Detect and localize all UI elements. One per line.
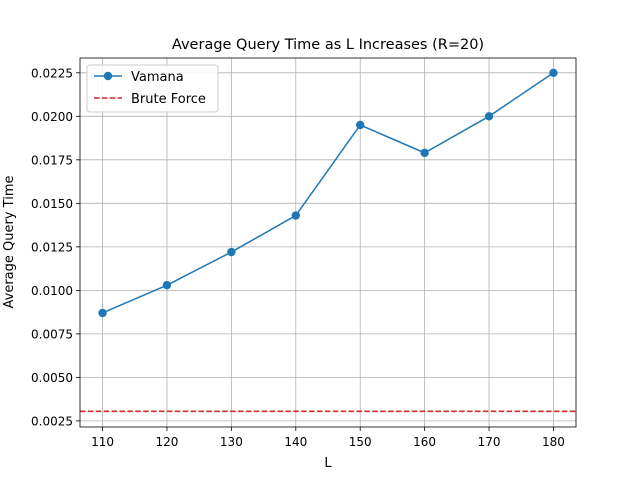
y-tick-label: 0.0100 bbox=[31, 284, 73, 298]
legend-brute-force-label: Brute Force bbox=[131, 92, 206, 107]
vamana-data-point bbox=[98, 308, 107, 318]
x-tick-label: 180 bbox=[542, 435, 565, 449]
y-tick-label: 0.0225 bbox=[31, 66, 73, 80]
x-axis-ticks: 110 120 130 140 150 160 170 180 bbox=[91, 427, 565, 449]
vamana-line bbox=[102, 72, 554, 314]
y-tick-label: 0.0125 bbox=[31, 240, 73, 254]
y-axis-label: Average Query Time bbox=[2, 176, 17, 309]
y-tick-label: 0.0175 bbox=[31, 153, 73, 167]
legend-vamana-label: Vamana bbox=[131, 70, 184, 85]
grid-lines bbox=[80, 58, 576, 427]
x-tick-label: 110 bbox=[91, 435, 114, 449]
vamana-data-point bbox=[227, 247, 236, 257]
y-tick-label: 0.0150 bbox=[31, 197, 73, 211]
legend: Vamana Brute Force bbox=[86, 64, 219, 113]
y-tick-label: 0.0025 bbox=[31, 414, 73, 428]
vamana-data-point bbox=[162, 280, 172, 290]
chart-title: Average Query Time as L Increases (R=20) bbox=[172, 37, 484, 53]
legend-vamana-marker bbox=[103, 71, 113, 81]
x-tick-label: 170 bbox=[478, 435, 501, 449]
vamana-data-point bbox=[356, 120, 365, 130]
x-tick-label: 160 bbox=[413, 435, 436, 449]
y-tick-label: 0.0075 bbox=[31, 327, 73, 341]
y-tick-label: 0.0200 bbox=[31, 110, 73, 124]
x-tick-label: 130 bbox=[220, 435, 243, 449]
vamana-data-point bbox=[484, 112, 494, 121]
x-tick-label: 150 bbox=[349, 435, 372, 449]
x-tick-label: 120 bbox=[156, 435, 179, 449]
vamana-data-point bbox=[291, 211, 300, 220]
x-tick-label: 140 bbox=[284, 435, 307, 449]
vamana-data-point bbox=[549, 68, 558, 77]
y-axis-ticks: 0.0025 0.0050 0.0075 0.0100 0.0125 0.0150 0.01… bbox=[31, 66, 80, 428]
x-axis-label: L bbox=[324, 456, 332, 471]
plot-area-frame bbox=[79, 57, 577, 428]
plot-series bbox=[80, 68, 576, 413]
vamana-data-point bbox=[420, 148, 429, 158]
y-tick-label: 0.0050 bbox=[31, 371, 73, 385]
